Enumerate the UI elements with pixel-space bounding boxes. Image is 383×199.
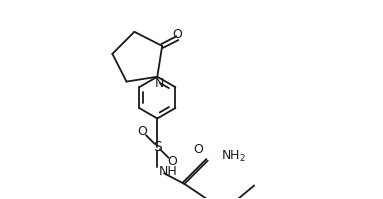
Text: O: O [172, 28, 182, 41]
Text: N: N [154, 77, 164, 90]
Text: NH: NH [159, 165, 178, 178]
Text: S: S [153, 139, 162, 153]
Text: O: O [137, 125, 147, 138]
Text: O: O [167, 155, 177, 168]
Text: O: O [193, 143, 203, 156]
Text: NH$_2$: NH$_2$ [221, 149, 246, 164]
